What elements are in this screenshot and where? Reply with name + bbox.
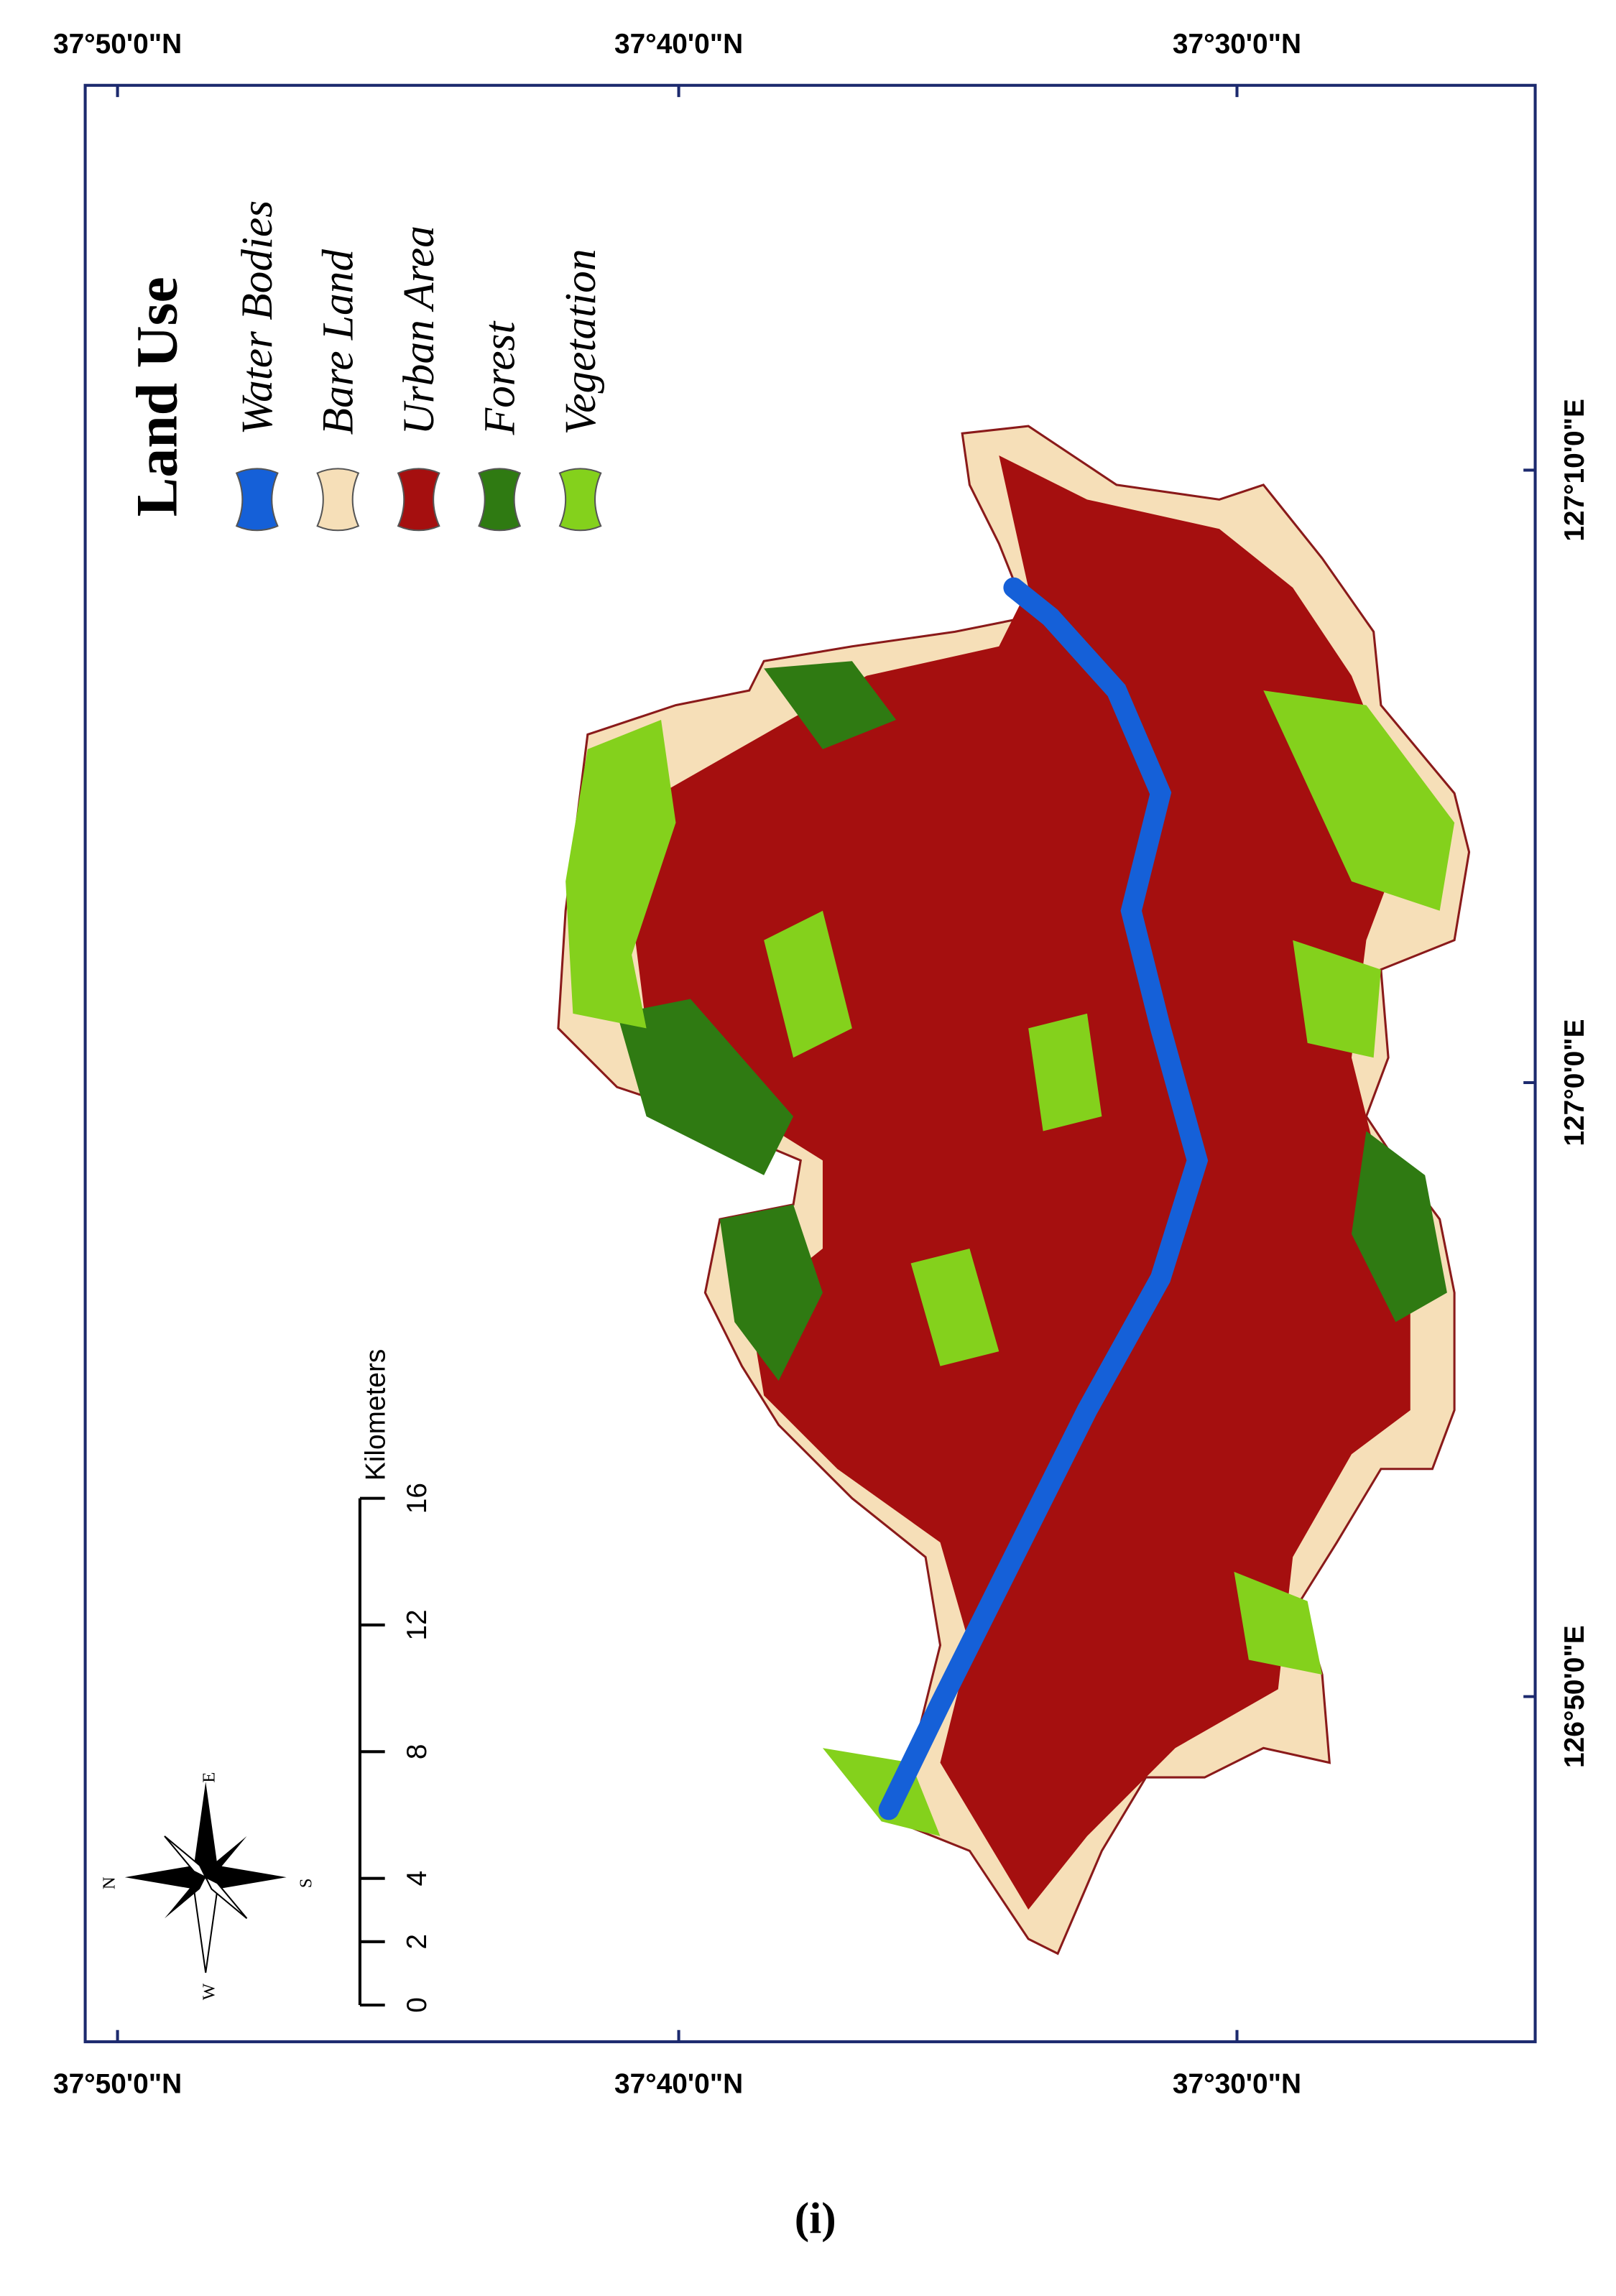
compass-rose: [124, 1782, 287, 1973]
legend-label: Water Bodies: [233, 200, 282, 435]
compass-arm: [206, 1865, 287, 1889]
forest-patch: [617, 999, 794, 1175]
compass-letter: N: [99, 1876, 119, 1889]
longitude-label: 127°0'0"E: [1559, 1019, 1590, 1146]
longitude-label: 126°50'0"E: [1559, 1625, 1590, 1768]
scale-bar-label: 4: [402, 1871, 433, 1887]
compass-arm: [164, 1877, 206, 1919]
river: [878, 577, 1209, 1820]
land-use-map: [557, 425, 1471, 1955]
legend-label: Vegetation: [556, 249, 605, 435]
scale-bar-unit: Kilometers: [361, 1349, 392, 1481]
compass-arm: [124, 1865, 206, 1889]
longitude-label: 127°10'0"E: [1559, 399, 1590, 542]
latitude-label: 37°50'0"N: [53, 29, 182, 60]
region-forest: [617, 661, 1447, 1381]
scale-bar-label: 16: [402, 1483, 433, 1514]
legend-swatch: [316, 468, 360, 532]
legend-label: Forest: [476, 320, 525, 436]
scale-bar-label: 0: [402, 1997, 433, 2013]
region-vegetation: [565, 690, 1455, 1836]
compass-letter: E: [200, 1772, 219, 1783]
region-urban: [632, 455, 1410, 1910]
legend-swatch: [235, 468, 279, 532]
figure-caption: (i): [795, 2194, 836, 2243]
legend-swatch: [397, 468, 440, 532]
latitude-label: 37°30'0"N: [1173, 2069, 1301, 2100]
latitude-label: 37°40'0"N: [614, 29, 743, 60]
compass-letter: S: [296, 1878, 315, 1888]
legend-label: Bare Land: [314, 249, 363, 435]
latitude-label: 37°40'0"N: [614, 2069, 743, 2100]
vegetation-patch: [910, 1249, 999, 1366]
legend-label: Urban Area: [394, 226, 443, 435]
legend-swatch: [558, 468, 602, 532]
forest-patch: [1351, 1131, 1447, 1323]
forest-patch: [719, 1204, 823, 1381]
vegetation-patch: [1028, 1013, 1102, 1131]
vegetation-patch: [1263, 690, 1455, 911]
frame-ticks: [116, 85, 1536, 2042]
scale-bar-label: 2: [402, 1934, 433, 1950]
vegetation-patch: [764, 910, 852, 1058]
compass-arm: [206, 1836, 247, 1878]
compass-arm: [193, 1782, 218, 1878]
legend-title: Land Use: [124, 277, 189, 517]
scale-bar-label: 8: [402, 1744, 433, 1760]
legend-swatch: [478, 468, 522, 532]
compass-arm: [164, 1836, 208, 1879]
forest-patch: [764, 661, 897, 749]
vegetation-patch: [565, 720, 676, 1029]
scale-bar-label: 12: [402, 1609, 433, 1640]
vegetation-patch: [1234, 1571, 1323, 1675]
compass-letter: W: [200, 1983, 219, 2000]
vegetation-patch: [1293, 940, 1381, 1058]
map-frame: [83, 83, 1537, 2044]
latitude-label: 37°30'0"N: [1173, 29, 1301, 60]
latitude-label: 37°50'0"N: [53, 2069, 182, 2100]
